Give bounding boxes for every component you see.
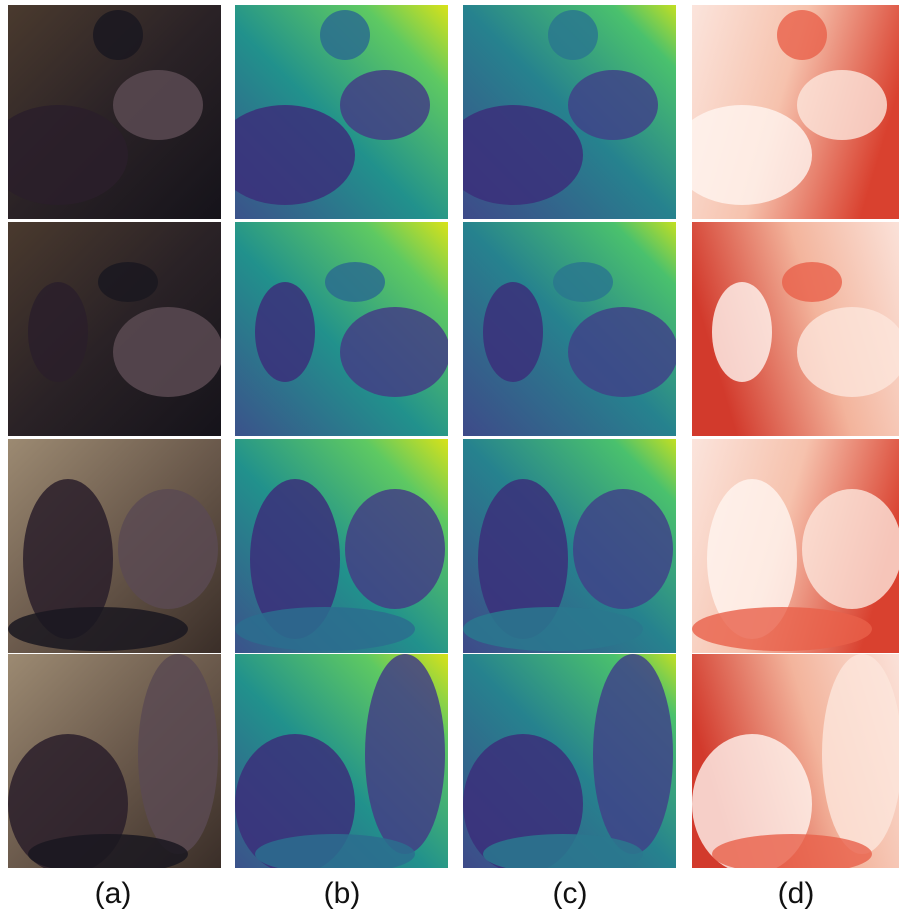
image-region xyxy=(93,10,143,60)
image-region xyxy=(797,70,887,140)
image-region xyxy=(443,105,583,205)
image-cell xyxy=(672,5,899,219)
image-cell xyxy=(692,439,899,653)
image-region xyxy=(822,654,899,854)
image-region xyxy=(345,489,445,609)
column-label: (c) xyxy=(553,877,588,910)
image-cell xyxy=(443,5,676,219)
image-region xyxy=(712,282,772,382)
image-cell xyxy=(692,654,899,874)
image-region xyxy=(28,282,88,382)
image-cell xyxy=(215,5,448,219)
column-label: (d) xyxy=(778,877,815,910)
page: (a) (b) (c) (d) (() => { const data = JS… xyxy=(0,0,899,921)
column-label: (b) xyxy=(324,877,361,910)
image-region xyxy=(672,105,812,205)
image-region xyxy=(483,834,643,874)
image-grid xyxy=(0,5,899,874)
figure: (a) (b) (c) (d) xyxy=(0,0,899,921)
image-region xyxy=(118,489,218,609)
image-region xyxy=(113,307,223,397)
image-region xyxy=(777,10,827,60)
image-region xyxy=(712,834,872,874)
image-cell xyxy=(8,654,221,874)
image-region xyxy=(782,262,842,302)
image-cell xyxy=(235,222,450,436)
image-region xyxy=(340,307,450,397)
image-region xyxy=(235,607,415,651)
image-region xyxy=(8,607,188,651)
image-region xyxy=(692,607,872,651)
image-region xyxy=(593,654,673,854)
image-cell xyxy=(8,439,221,653)
image-region xyxy=(573,489,673,609)
image-region xyxy=(320,10,370,60)
image-region xyxy=(255,834,415,874)
image-cell xyxy=(463,222,678,436)
image-cell xyxy=(0,5,221,219)
image-region xyxy=(255,282,315,382)
image-region xyxy=(28,834,188,874)
image-cell xyxy=(8,222,223,436)
image-cell xyxy=(235,439,448,653)
image-region xyxy=(483,282,543,382)
image-region xyxy=(215,105,355,205)
image-cell xyxy=(235,654,448,874)
image-region xyxy=(463,607,643,651)
image-region xyxy=(340,70,430,140)
image-cell xyxy=(463,439,676,653)
image-region xyxy=(138,654,218,854)
image-region xyxy=(568,70,658,140)
image-region xyxy=(325,262,385,302)
image-region xyxy=(548,10,598,60)
image-region xyxy=(113,70,203,140)
image-region xyxy=(802,489,899,609)
image-region xyxy=(553,262,613,302)
image-region xyxy=(568,307,678,397)
image-region xyxy=(365,654,445,854)
image-cell xyxy=(463,654,676,874)
image-cell xyxy=(692,222,899,436)
column-label: (a) xyxy=(95,877,132,910)
image-region xyxy=(98,262,158,302)
